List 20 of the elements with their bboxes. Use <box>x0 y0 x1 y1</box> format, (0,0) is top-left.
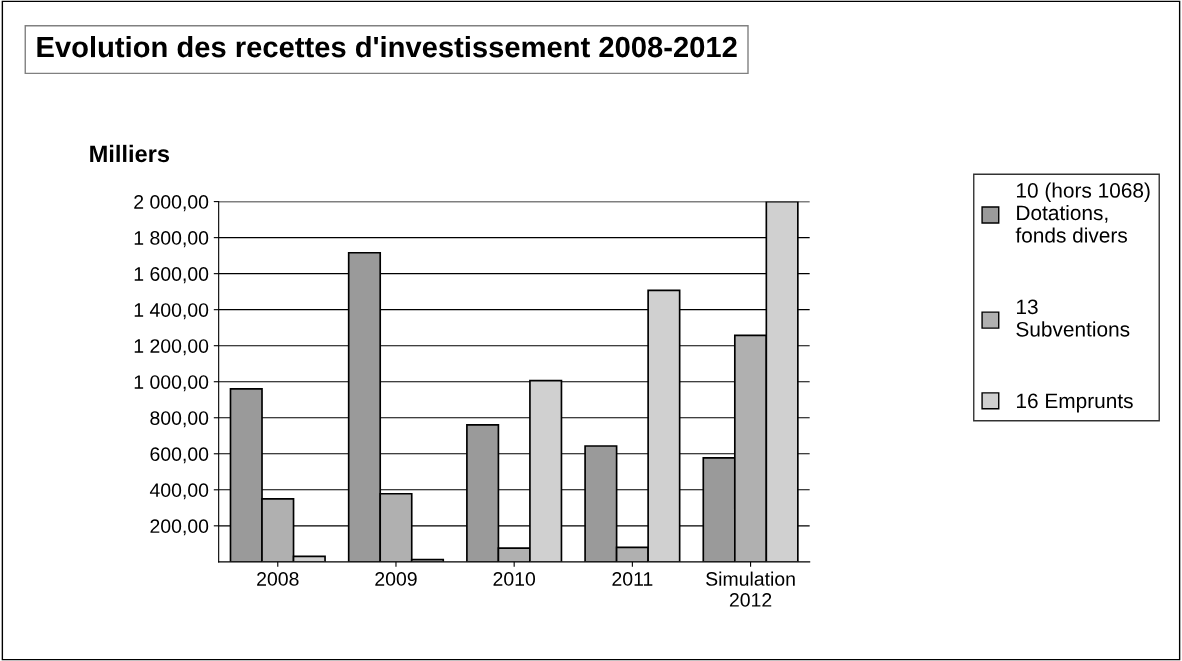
y-tick-label: 1 600,00 <box>134 267 209 284</box>
chart-title: Evolution des recettes d'investissement 2008-2012 <box>37 35 737 58</box>
x-tick-label: 2009 <box>375 572 417 586</box>
x-tick-label: Simulation 2012 <box>706 571 795 607</box>
y-tick-label: 800,00 <box>150 411 209 428</box>
y-tick-label: 600,00 <box>150 447 209 464</box>
y-axis-title: Milliers <box>90 144 170 163</box>
y-tick-label: 1 200,00 <box>134 339 209 356</box>
y-tick-label: 2 000,00 <box>134 195 209 212</box>
legend-label: 16 Emprunts <box>1017 393 1133 413</box>
x-tick-label: 2011 <box>612 572 653 586</box>
y-tick-label: 400,00 <box>149 483 209 500</box>
y-tick-label: 1 000,00 <box>134 375 209 392</box>
legend-label: 13 Subventions <box>1016 299 1130 337</box>
y-tick-label: 1 400,00 <box>134 303 209 320</box>
x-tick-label: 2008 <box>257 572 299 586</box>
y-tick-label: 200,00 <box>150 519 209 536</box>
x-tick-label: 2010 <box>493 572 536 586</box>
legend-label: 10 (hors 1068) Dotations, fonds divers <box>1015 182 1150 243</box>
y-tick-label: 1 800,00 <box>134 231 209 248</box>
